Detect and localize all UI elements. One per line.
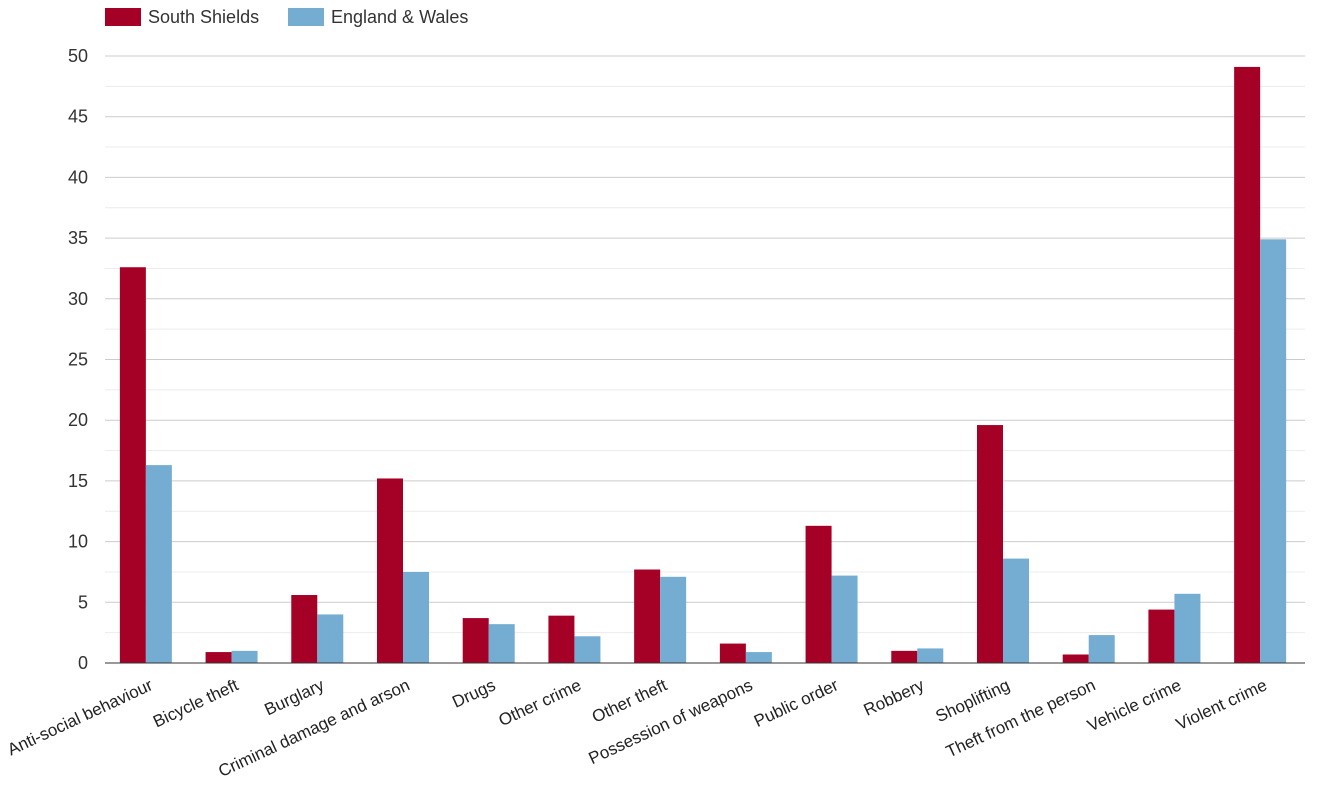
x-tick-label: Other crime <box>496 675 585 730</box>
bar-england-wales <box>403 571 429 663</box>
bar-south-shields <box>548 615 575 663</box>
bars <box>119 66 1287 663</box>
x-tick-label: Violent crime <box>1173 675 1270 734</box>
legend-label: South Shields <box>148 7 259 27</box>
y-tick-label: 30 <box>68 289 88 309</box>
bar-england-wales <box>488 624 515 663</box>
gridlines <box>105 55 1305 634</box>
x-tick-label: Robbery <box>861 675 928 720</box>
legend-swatch <box>288 8 324 26</box>
bar-south-shields <box>719 643 746 663</box>
x-tick-label: Burglary <box>262 675 328 719</box>
y-tick-label: 15 <box>68 471 88 491</box>
bar-south-shields <box>205 652 232 663</box>
legend-label: England & Wales <box>331 7 468 27</box>
bar-england-wales <box>317 614 344 663</box>
x-tick-label: Theft from the person <box>943 675 1098 761</box>
bar-england-wales <box>145 465 172 663</box>
bar-south-shields <box>1234 66 1261 663</box>
y-tick-label: 20 <box>68 410 88 430</box>
x-tick-label: Possession of weapons <box>586 675 756 768</box>
bar-england-wales <box>1088 635 1115 663</box>
bar-south-shields <box>805 525 832 663</box>
y-tick-label: 35 <box>68 228 88 248</box>
bar-south-shields <box>119 267 146 663</box>
bar-england-wales <box>1174 593 1201 663</box>
bar-england-wales <box>745 652 772 663</box>
bar-south-shields <box>1148 609 1175 663</box>
y-axis: 0 5 10 15 20 25 30 35 40 45 50 <box>68 46 88 673</box>
bar-england-wales <box>231 650 258 663</box>
y-tick-label: 10 <box>68 532 88 552</box>
bar-south-shields <box>377 478 403 663</box>
bar-england-wales <box>1260 239 1287 663</box>
bar-south-shields <box>1062 654 1089 663</box>
bar-england-wales <box>831 575 858 663</box>
legend: South Shields England & Wales <box>105 7 468 27</box>
x-tick-label: Bicycle theft <box>150 675 241 731</box>
y-tick-label: 45 <box>68 107 88 127</box>
y-tick-label: 0 <box>78 653 88 673</box>
y-tick-label: 50 <box>68 46 88 66</box>
x-tick-label: Drugs <box>449 675 498 711</box>
bar-england-wales <box>574 636 601 663</box>
bar-england-wales <box>1003 558 1029 663</box>
bar-south-shields <box>891 650 918 663</box>
bar-england-wales <box>917 648 944 663</box>
bar-south-shields <box>462 618 489 663</box>
y-tick-label: 5 <box>78 592 88 612</box>
bar-south-shields <box>977 425 1003 663</box>
bar-england-wales <box>660 576 687 663</box>
x-tick-label: Public order <box>751 675 842 731</box>
y-tick-label: 25 <box>68 350 88 370</box>
x-tick-label: Vehicle crime <box>1084 675 1184 735</box>
bar-south-shields <box>291 595 318 663</box>
bar-south-shields <box>634 569 661 663</box>
legend-swatch <box>105 8 141 26</box>
x-tick-label: Anti-social behaviour <box>4 675 155 759</box>
y-tick-label: 40 <box>68 167 88 187</box>
